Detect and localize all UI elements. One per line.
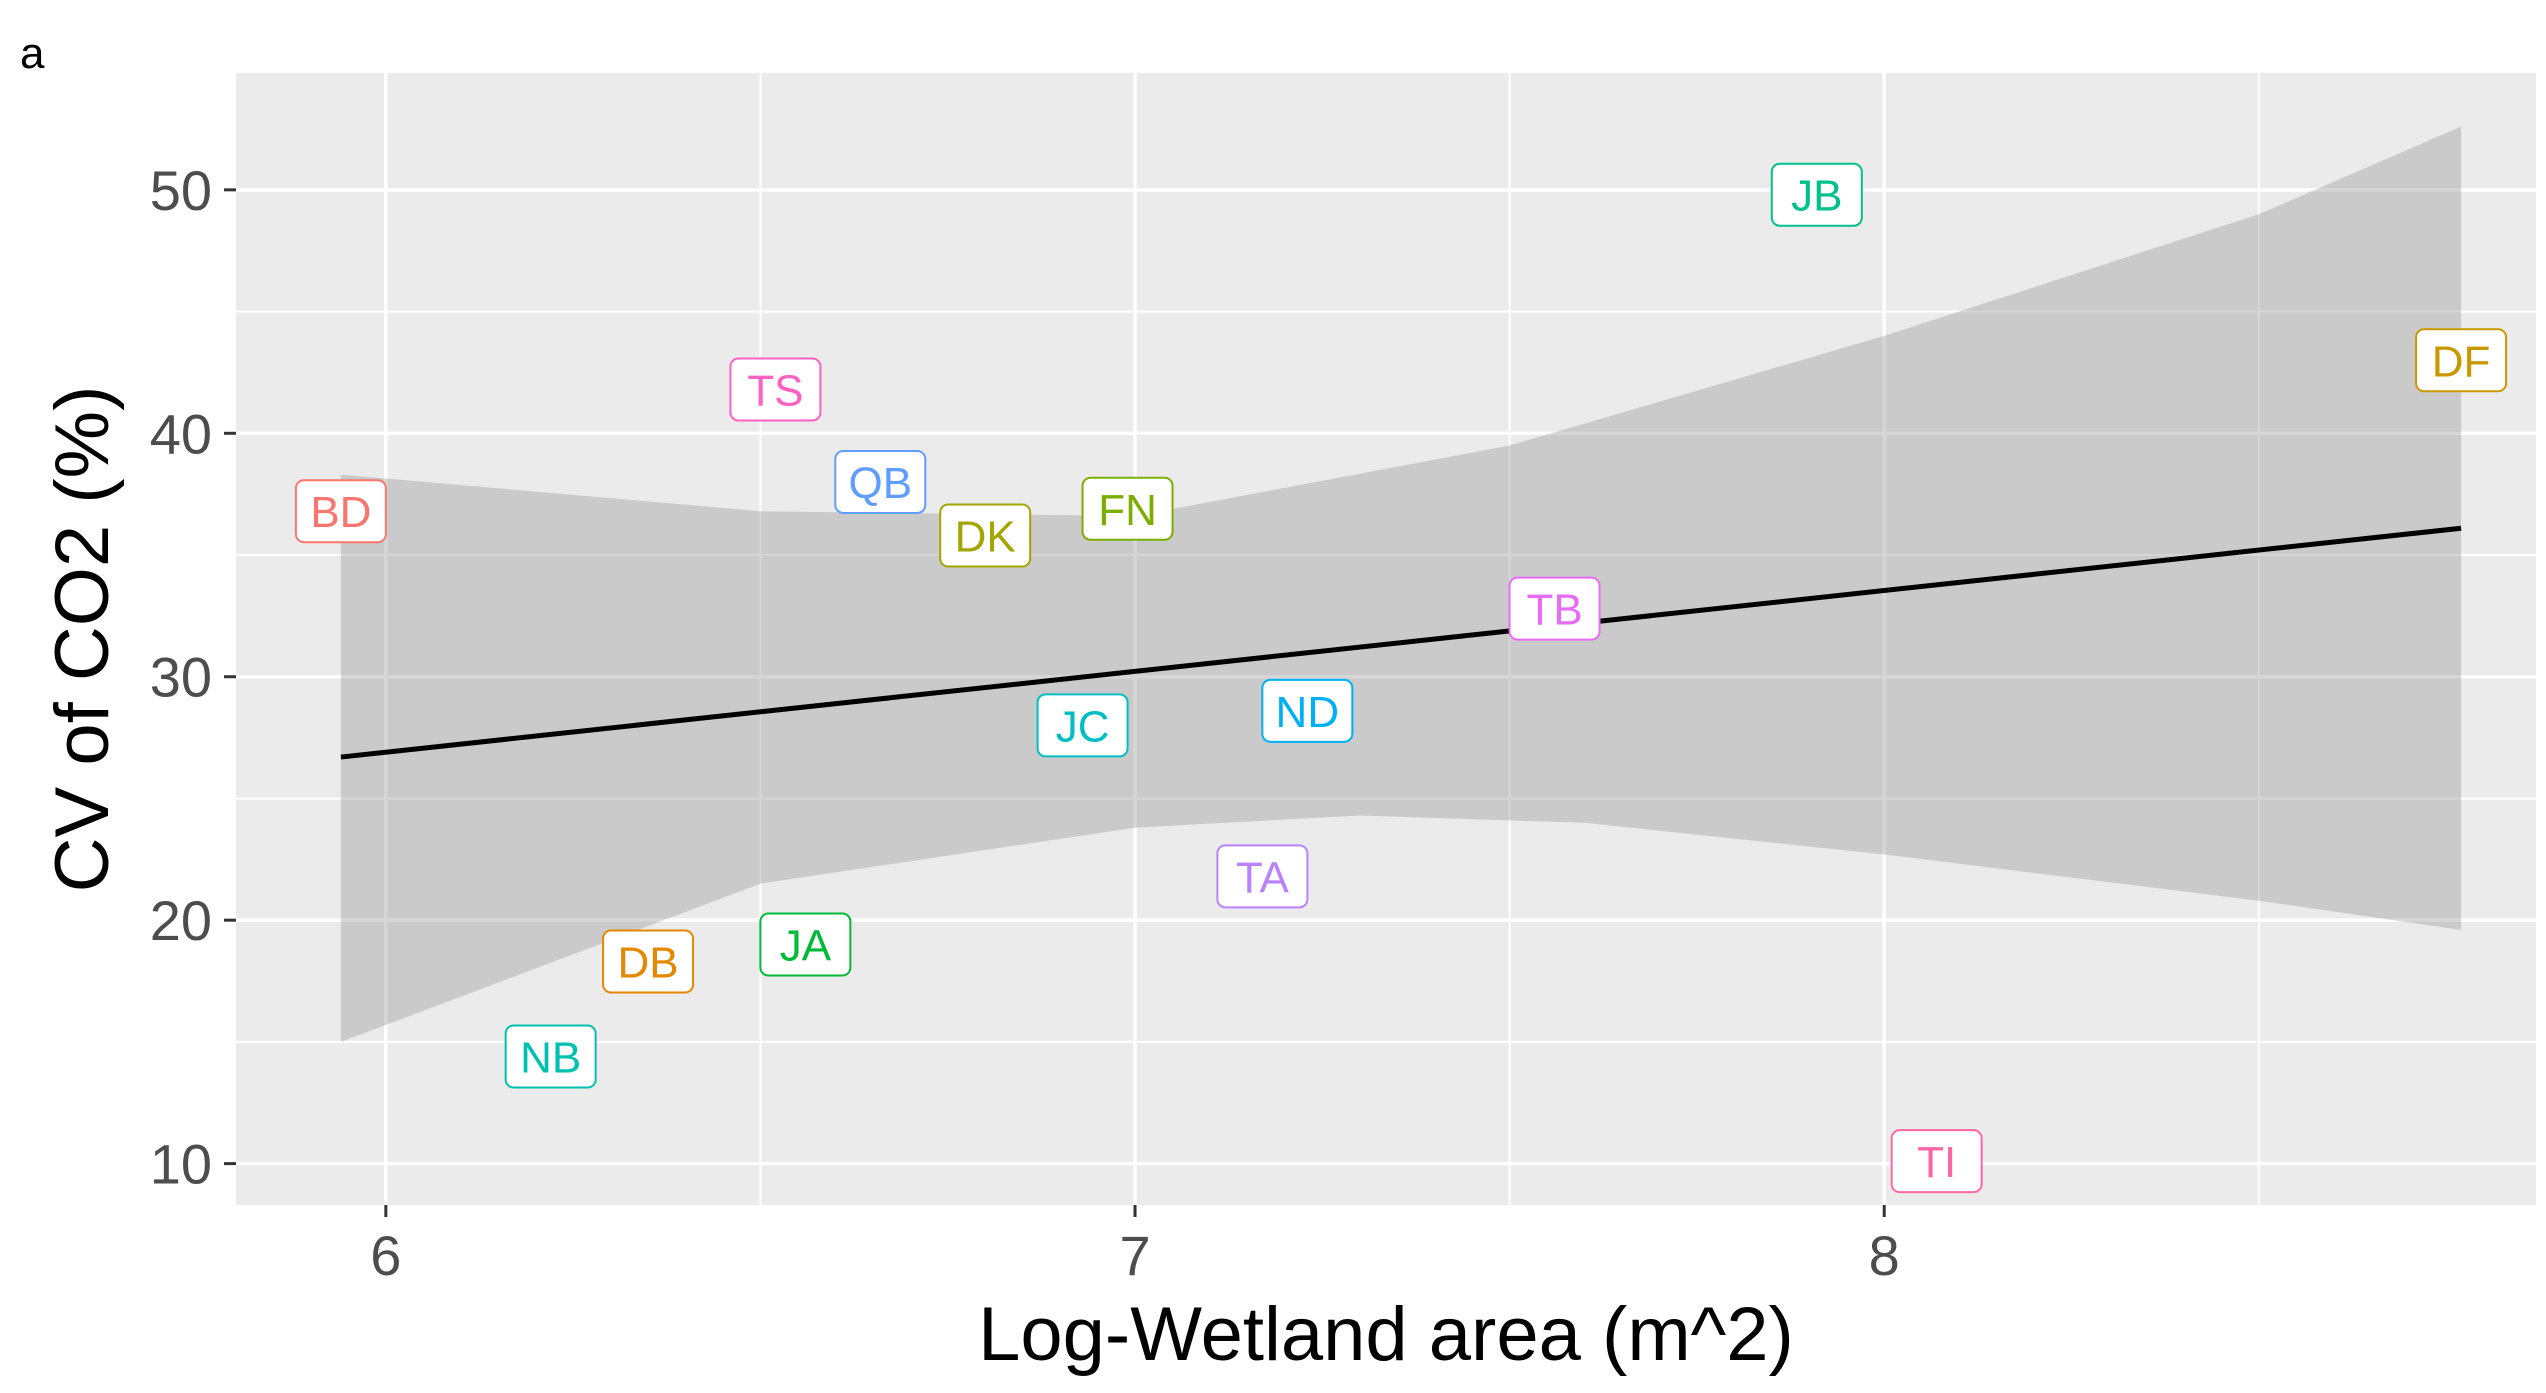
label-box <box>759 912 852 977</box>
label-box <box>1770 162 1863 227</box>
label-box <box>729 357 822 422</box>
label-box <box>2415 328 2508 393</box>
label-text: TB <box>1526 586 1582 635</box>
label-text: JA <box>780 922 832 971</box>
panel-tag: a <box>20 29 45 78</box>
x-axis: 6 7 8 <box>370 1205 1900 1287</box>
confidence-band <box>340 126 2462 1042</box>
label-text: ND <box>1276 688 1340 737</box>
label-box <box>504 1024 597 1089</box>
y-tick-label: 40 <box>150 402 212 465</box>
label-text: DK <box>955 513 1016 562</box>
point-label-dk: DK <box>939 503 1032 568</box>
point-labels: BD TS QB DK FN JC ND TB TA JA DB NB JB DF TI <box>294 162 2508 1194</box>
label-text: TS <box>747 366 803 415</box>
y-tick-label: 50 <box>150 159 212 222</box>
point-label-df: DF <box>2415 328 2508 393</box>
x-axis-title: Log-Wetland area (m^2) <box>978 1292 1794 1377</box>
point-label-nb: NB <box>504 1024 597 1089</box>
y-axis: 10 20 30 40 50 <box>150 159 236 1196</box>
label-text: JB <box>1791 172 1842 221</box>
y-tick-label: 30 <box>150 646 212 709</box>
label-box <box>1081 476 1174 541</box>
label-text: JC <box>1056 702 1110 751</box>
point-label-ts: TS <box>729 357 822 422</box>
label-box <box>1508 576 1601 641</box>
x-tick-label: 7 <box>1119 1224 1150 1287</box>
point-label-ja: JA <box>759 912 852 977</box>
label-box <box>1216 844 1309 909</box>
label-box <box>939 503 1032 568</box>
label-text: DB <box>617 939 678 988</box>
y-tick-label: 20 <box>150 889 212 952</box>
label-box <box>602 929 695 994</box>
point-label-ti: TI <box>1890 1129 1983 1194</box>
point-label-tb: TB <box>1508 576 1601 641</box>
point-label-bd: BD <box>294 479 387 544</box>
minor-gridlines <box>236 73 2536 1205</box>
y-tick-label: 10 <box>150 1133 212 1196</box>
label-box <box>294 479 387 544</box>
y-axis-title: CV of CO2 (%) <box>40 386 125 893</box>
label-box <box>1890 1129 1983 1194</box>
point-label-jc: JC <box>1036 693 1129 758</box>
trend-line <box>340 525 2462 760</box>
point-label-fn: FN <box>1081 476 1174 541</box>
label-text: QB <box>849 459 913 508</box>
label-text: BD <box>310 488 371 537</box>
plot-panel-background <box>236 73 2536 1205</box>
point-label-nd: ND <box>1261 678 1354 743</box>
label-text: DF <box>2432 337 2491 386</box>
point-label-ta: TA <box>1216 844 1309 909</box>
label-box <box>1036 693 1129 758</box>
point-label-db: DB <box>602 929 695 994</box>
label-text: TA <box>1236 853 1290 902</box>
point-label-jb: JB <box>1770 162 1863 227</box>
label-box <box>1261 678 1354 743</box>
x-tick-label: 8 <box>1869 1224 1900 1287</box>
major-gridlines <box>236 73 2536 1205</box>
label-box <box>834 449 927 514</box>
label-text: NB <box>520 1034 581 1083</box>
label-text: TI <box>1917 1138 1956 1187</box>
point-label-qb: QB <box>834 449 927 514</box>
label-text: FN <box>1098 486 1157 535</box>
x-tick-label: 6 <box>370 1224 401 1287</box>
